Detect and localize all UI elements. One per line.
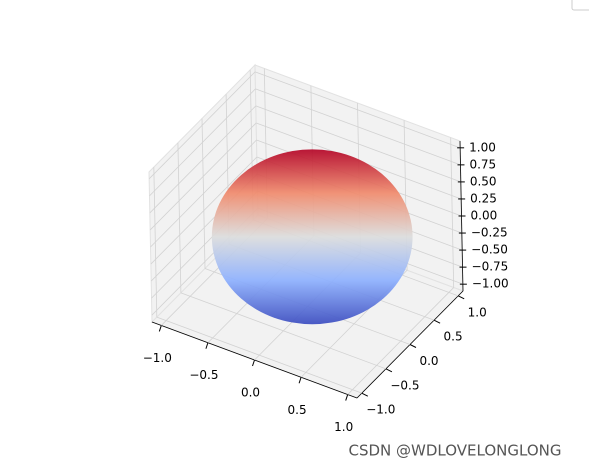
sphere-surface [211, 149, 413, 325]
tick-labels: −1.0−0.50.00.51.0−1.0−0.50.00.51.0−1.00−… [143, 140, 509, 434]
grid-line [148, 71, 256, 180]
x-tick [252, 359, 255, 367]
grid-line [255, 105, 461, 183]
z-tick-label: −1.00 [472, 277, 509, 291]
surface [211, 149, 413, 325]
grid-line [180, 292, 387, 370]
y-tick-label: 1.0 [468, 305, 487, 319]
x-tick-label: 1.0 [334, 420, 353, 434]
grid-line [149, 122, 257, 231]
watermark: CSDN @WDLOVELONGLONG [349, 442, 562, 460]
grid-line [149, 105, 257, 214]
x-tick [345, 394, 349, 401]
grid-line [150, 156, 258, 265]
y-tick [361, 392, 369, 397]
y-tick-label: 0.5 [444, 330, 463, 344]
y-tick [433, 319, 441, 324]
z-tick-label: 0.00 [471, 209, 498, 223]
corner-widget [571, 0, 589, 11]
x-tick [298, 377, 302, 384]
grid-line [254, 71, 461, 149]
x-tick [158, 325, 162, 332]
y-tick-label: 0.0 [419, 354, 438, 368]
x-tick [205, 342, 209, 349]
z-tick-label: −0.75 [472, 260, 509, 274]
x-tick-label: 0.5 [288, 403, 307, 417]
grid-line [150, 139, 257, 248]
x-tick-label: 0.0 [241, 386, 260, 400]
x-tick-label: −1.0 [143, 351, 172, 365]
z-tick-label: 0.75 [469, 157, 496, 171]
y-tick [385, 368, 393, 373]
z-tick-label: −0.50 [471, 243, 508, 257]
grid-line [255, 88, 461, 166]
z-tick-label: −0.25 [471, 226, 508, 240]
z-tick-label: 0.50 [470, 174, 497, 188]
z-tick-label: 0.25 [470, 191, 497, 205]
y-tick-label: −0.5 [390, 378, 419, 392]
x-tick-label: −0.5 [189, 368, 218, 382]
grid-line [149, 88, 256, 197]
y-tick-label: −1.0 [366, 403, 395, 417]
y-tick [409, 344, 417, 348]
z-tick-label: 1.00 [469, 140, 496, 154]
y-tick [457, 295, 465, 300]
grid-line [156, 316, 362, 394]
